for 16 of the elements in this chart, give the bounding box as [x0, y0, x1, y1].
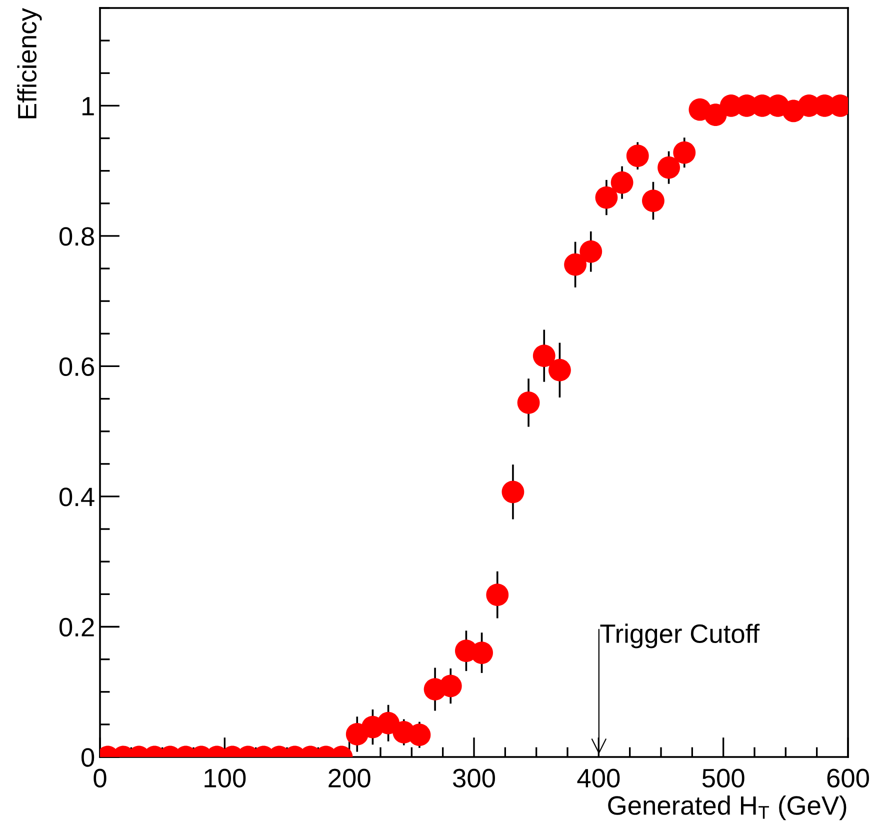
- x-tick-label: 600: [827, 768, 869, 788]
- x-tick-label: 400: [577, 768, 620, 788]
- y-tick-label: 1: [82, 97, 94, 116]
- x-tick-label: 200: [328, 768, 370, 788]
- y-tick-label: 0.6: [59, 357, 94, 376]
- x-axis-title: Generated H$_{T}$ (GeV): [608, 795, 846, 820]
- y-tick-label: 0.2: [59, 618, 94, 637]
- annotation: Trigger Cutoff: [600, 624, 760, 648]
- x-tick-label: 500: [702, 768, 744, 788]
- x-tick-label: 100: [204, 768, 246, 788]
- x-tick-label: 0: [94, 768, 106, 788]
- y-tick-label: 0: [81, 748, 94, 767]
- y-axis-title: Efficiency: [17, 8, 42, 118]
- y-tick-label: 0.8: [59, 227, 94, 246]
- x-tick-label: 300: [452, 768, 495, 788]
- y-tick-label: 0.4: [59, 488, 94, 506]
